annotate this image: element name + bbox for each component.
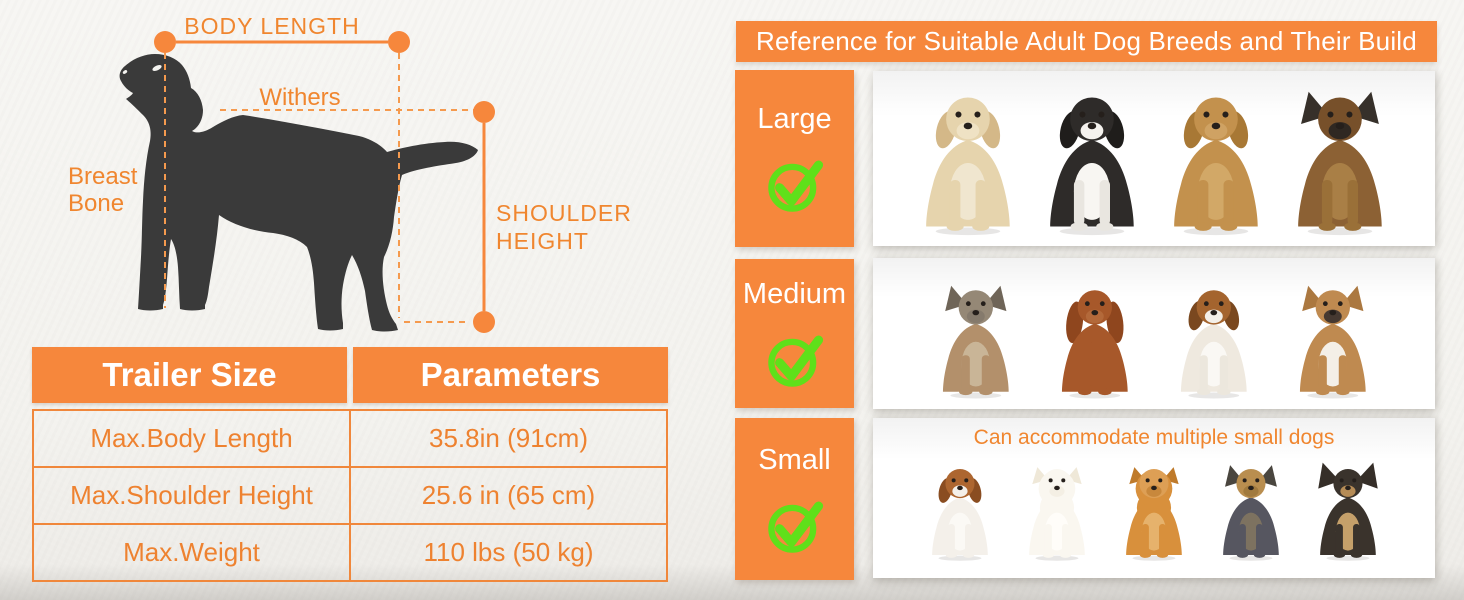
small-dog-photos [873,418,1435,578]
table-cell-value: 35.8in (91cm) [429,423,588,453]
dog-photo-border-collie [1035,87,1149,237]
table-header-trailer-size: Trailer Size [32,347,347,403]
medium-dog-photos [873,258,1435,409]
size-label-medium: Medium [742,278,847,310]
table-cell-label: Max.Shoulder Height [34,468,351,523]
table-row: Max.Body Length 35.8in (91cm) [34,411,666,466]
breast-bone-label-line2: Bone [68,190,124,217]
table-body: Max.Body Length 35.8in (91cm) Max.Should… [32,409,668,582]
size-label-small: Small [758,443,831,476]
dog-photo-jack-russell-terrier [922,462,998,562]
dog-eye [152,64,162,72]
panel-small-dogs: Can accommodate multiple small dogs [873,418,1435,578]
size-box-small: Small [735,418,854,580]
dog-photo-labrador-retriever [911,87,1025,237]
table-cell-label: Max.Body Length [34,411,351,466]
dog-photo-maltese [1019,462,1095,562]
body-length-dot-right [388,31,410,53]
body-length-dot-left [154,31,176,53]
shoulder-height-dot-top [473,101,495,123]
dog-silhouette [119,54,479,332]
dog-photo-beagle [1169,282,1259,400]
table-row: Max.Weight 110 lbs (50 kg) [34,523,666,580]
shoulder-height-dot-bottom [473,311,495,333]
table-header-parameters: Parameters [353,347,668,403]
dog-photo-pomeranian [1116,462,1192,562]
check-icon [767,335,823,387]
panel-medium-dogs [873,258,1435,409]
large-dog-photos [873,71,1435,246]
breast-bone-label-line1: Breast [68,163,138,190]
table-header-row: Trailer Size Parameters [32,347,668,403]
dog-photo-german-shepherd [1283,87,1397,237]
check-icon [767,501,823,553]
table-cell-label: Max.Weight [34,525,351,580]
small-dogs-note: Can accommodate multiple small dogs [973,426,1335,449]
withers-label: Withers [259,84,340,111]
table-cell-value: 110 lbs (50 kg) [423,537,594,567]
dog-photo-french-bulldog [1288,282,1378,400]
dog-photo-cocker-spaniel [1050,282,1140,400]
table-cell-value: 25.6 in (65 cm) [421,480,596,510]
reference-title-banner: Reference for Suitable Adult Dog Breeds … [736,21,1437,62]
dog-photo-yorkshire-terrier [1213,462,1289,562]
check-icon [767,160,823,212]
size-label-large: Large [757,103,832,135]
size-box-medium: Medium [735,259,854,408]
table-row: Max.Shoulder Height 25.6 in (65 cm) [34,466,666,523]
dog-measurement-diagram: BODY LENGTH Withers Breast Bone SHOULDER… [68,13,632,333]
shoulder-height-label-line1: SHOULDER [496,200,632,226]
dog-photo-golden-retriever [1159,87,1273,237]
body-length-label: BODY LENGTH [184,13,359,39]
dog-nose-highlight [122,70,128,74]
size-box-large: Large [735,70,854,247]
dog-photo-chihuahua [1310,462,1386,562]
dog-photo-terrier [931,282,1021,400]
trailer-size-table: Trailer Size Parameters Max.Body Length … [32,347,668,582]
shoulder-height-label-line2: HEIGHT [496,228,589,254]
panel-large-dogs [873,71,1435,246]
